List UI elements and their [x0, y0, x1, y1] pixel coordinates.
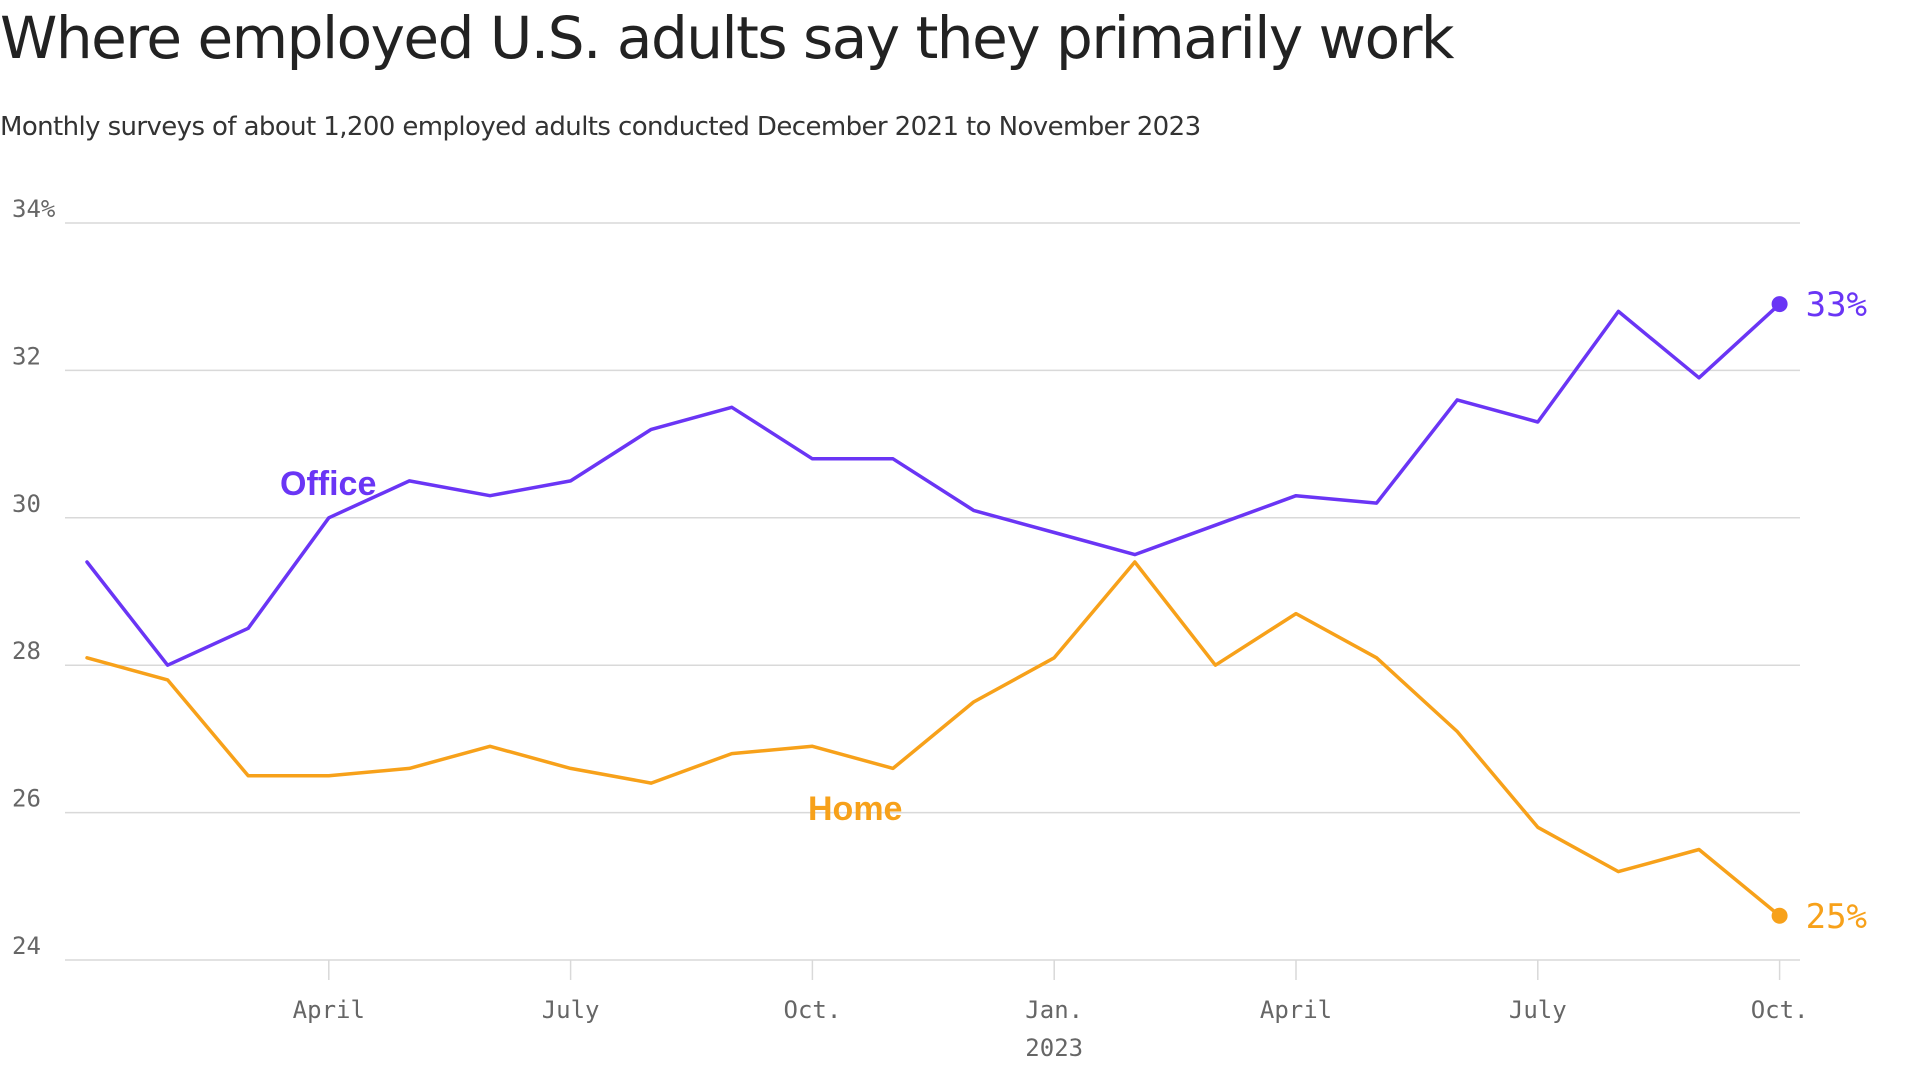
series-line-home: [85, 560, 1782, 918]
series-label-office: Office: [280, 465, 376, 503]
y-tick-label: 26: [12, 785, 41, 813]
end-label-home: 25%: [1806, 897, 1867, 937]
series-line-office: [85, 302, 1782, 667]
end-point-home: [1771, 907, 1788, 924]
end-point-office: [1771, 296, 1788, 313]
x-tick-label: Oct.: [1751, 996, 1809, 1024]
chart-title: Where employed U.S. adults say they prim…: [0, 4, 1455, 72]
y-tick-label: 24: [12, 932, 41, 960]
end-label-office: 33%: [1806, 285, 1867, 325]
x-tick-label: April: [293, 996, 365, 1024]
x-tick-label: July: [1509, 996, 1567, 1024]
series-label-home: Home: [808, 790, 902, 828]
y-tick-label: 34%: [12, 195, 56, 223]
y-tick-label: 32: [12, 342, 41, 370]
x-tick-label: July: [542, 996, 600, 1024]
year-label: 2023: [1025, 1034, 1083, 1062]
x-tick-label: April: [1260, 996, 1332, 1024]
x-tick-label: Oct.: [784, 996, 842, 1024]
y-tick-label: 28: [12, 637, 41, 665]
chart-subtitle: Monthly surveys of about 1,200 employed …: [0, 112, 1201, 142]
x-tick-label: Jan.: [1025, 996, 1083, 1024]
y-tick-label: 30: [12, 490, 41, 518]
